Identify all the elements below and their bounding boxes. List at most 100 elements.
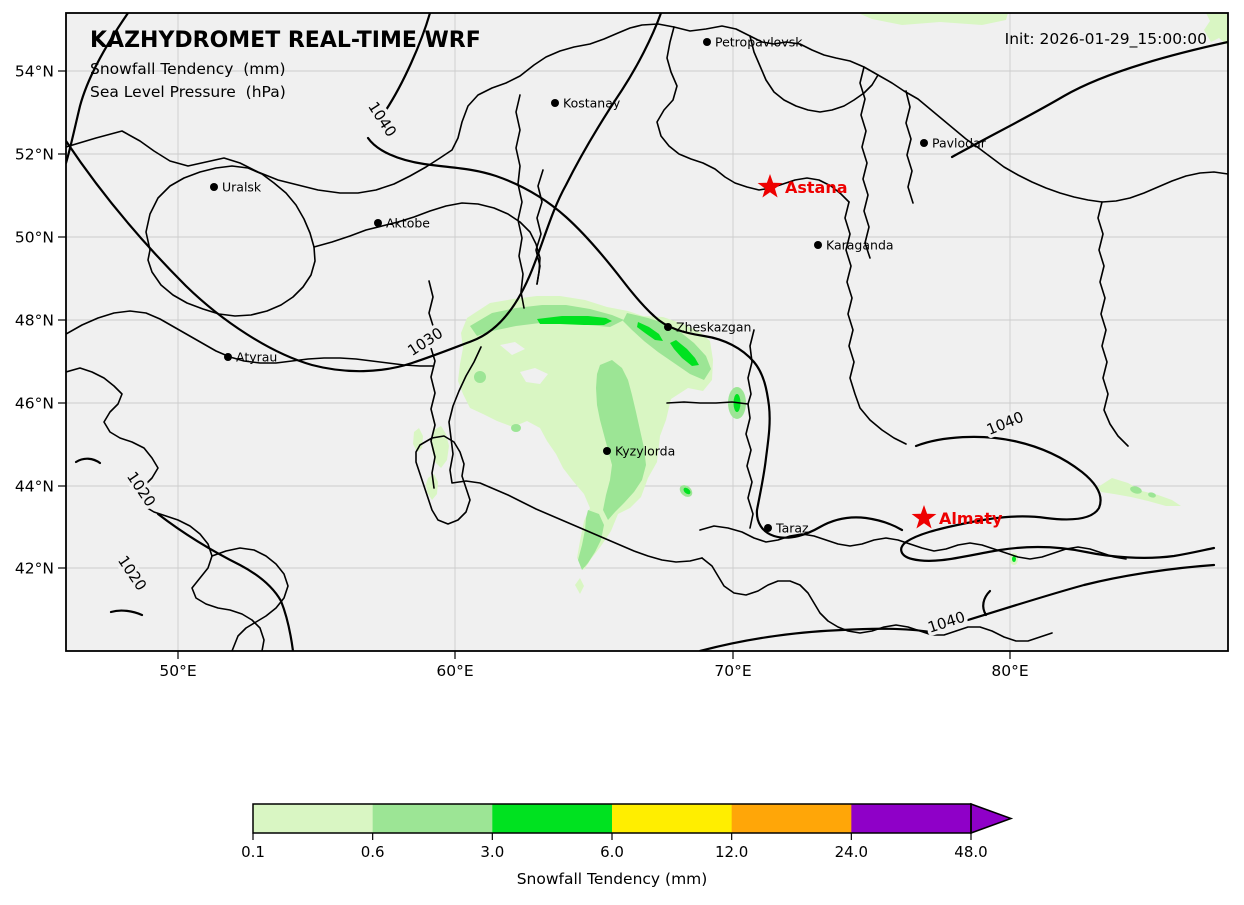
city-dot-icon: [551, 99, 559, 107]
subtitle-snowfall: Snowfall Tendency (mm): [90, 60, 286, 78]
lat-tick-label: 42°N: [15, 560, 54, 578]
snowfall-patch-medium: [1130, 486, 1142, 494]
city-dot-icon: [603, 447, 611, 455]
border-path: [844, 201, 907, 445]
city-dot-icon: [224, 353, 232, 361]
lon-tick-label: 50°E: [159, 662, 196, 680]
colorbar-segment: [492, 804, 613, 833]
pressure-contour-path: [966, 563, 1216, 622]
page-title: KAZHYDROMET REAL-TIME WRF: [90, 28, 481, 53]
snowfall-shading: [413, 13, 1228, 594]
snowfall-patch-light: [858, 13, 1008, 25]
graticule-gridlines: [66, 13, 1228, 651]
city-dot-icon: [814, 241, 822, 249]
lon-tick-label: 70°E: [714, 662, 751, 680]
capital-star-icon: [757, 174, 783, 198]
colorbar-tick-label: 12.0: [715, 843, 748, 861]
pressure-contour-path: [156, 512, 295, 651]
border-path: [749, 35, 879, 113]
colorbar-segment: [612, 804, 733, 833]
pressure-contour-path: [74, 457, 102, 465]
colorbar-label: Snowfall Tendency (mm): [517, 870, 708, 888]
snowfall-patch-bright: [1012, 556, 1016, 562]
capital-star-icon: [911, 505, 937, 529]
lat-tick-label: 52°N: [15, 146, 54, 164]
header-block: KAZHYDROMET REAL-TIME WRF Snowfall Tende…: [90, 28, 1207, 101]
pressure-contour-path: [950, 40, 1228, 159]
init-timestamp: Init: 2026-01-29_15:00:00: [1005, 30, 1207, 49]
snowfall-patch-light: [1204, 13, 1228, 46]
city-dot-icon: [664, 323, 672, 331]
border-path: [535, 169, 544, 285]
pressure-contour-path: [109, 609, 144, 617]
colorbar-tick-label: 0.1: [241, 843, 265, 861]
lon-tick-label: 80°E: [991, 662, 1028, 680]
lon-tick-label: 60°E: [436, 662, 473, 680]
colorbar-segment: [851, 804, 972, 833]
border-path: [211, 547, 289, 651]
city-dot-icon: [764, 524, 772, 532]
city-label: Atyrau: [236, 350, 277, 365]
border-path: [1097, 201, 1129, 447]
map-frame: [65, 12, 1229, 652]
border-path: [745, 403, 754, 529]
snowfall-patch-bright: [637, 322, 663, 341]
colorbar-segment: [372, 804, 493, 833]
city-dot-icon: [210, 183, 218, 191]
city-label: Petropavlovsk: [715, 35, 803, 50]
snowfall-patch-medium: [474, 371, 486, 383]
lat-tick-label: 46°N: [15, 395, 54, 413]
border-path: [515, 94, 525, 309]
border-path: [656, 26, 850, 203]
pressure-contours: [66, 13, 1228, 651]
city-label: Karaganda: [826, 238, 894, 253]
colorbar-tick-label: 0.6: [361, 843, 385, 861]
snowfall-patch-medium: [1148, 492, 1156, 498]
border-path: [66, 367, 265, 651]
city-dot-icon: [920, 139, 928, 147]
lat-tick-label: 48°N: [15, 312, 54, 330]
colorbar-tick-label: 48.0: [954, 843, 987, 861]
pressure-contour-path: [982, 589, 992, 617]
subtitle-pressure: Sea Level Pressure (hPa): [90, 83, 286, 101]
border-path: [701, 557, 1053, 642]
snowfall-patch-medium: [511, 424, 521, 432]
city-label: Uralsk: [222, 180, 262, 195]
colorbar-tick-label: 24.0: [835, 843, 868, 861]
city-label: Taraz: [775, 521, 809, 536]
colorbar-tick-label: 6.0: [600, 843, 624, 861]
border-path: [699, 525, 1127, 560]
city-dot-icon: [703, 38, 711, 46]
capital-city-label: Almaty: [939, 509, 1003, 528]
city-label: Aktobe: [386, 216, 430, 231]
border-path: [66, 310, 434, 367]
lat-tick-label: 50°N: [15, 229, 54, 247]
colorbar-extend-arrow: [970, 802, 1014, 835]
border-path: [313, 202, 541, 285]
border-path: [428, 280, 436, 489]
border-path: [905, 90, 914, 204]
city-dot-icon: [374, 219, 382, 227]
pressure-contour-path: [698, 627, 932, 651]
snowfall-patch-light: [413, 428, 423, 452]
pressure-contour-path: [384, 13, 432, 112]
capital-city-label: Astana: [785, 178, 848, 197]
snowfall-patch-medium: [578, 510, 604, 570]
city-label: Kostanay: [563, 96, 621, 111]
lat-tick-label: 54°N: [15, 63, 54, 81]
colorbar: 0.1 0.6 3.0 6.0 12.0 24.0 48.0: [241, 802, 1014, 861]
border-path: [66, 23, 1228, 203]
border-path: [448, 346, 703, 563]
lat-tick-label: 44°N: [15, 478, 54, 496]
city-markers: Petropavlovsk Kostanay Pavlodar Uralsk Aktob…: [210, 35, 1003, 536]
colorbar-segment: [253, 804, 374, 833]
snowfall-patch-medium: [596, 360, 646, 520]
border-path: [415, 435, 471, 525]
city-label: Zheskazgan: [676, 320, 751, 335]
pressure-contour-path: [66, 13, 663, 373]
snowfall-patch-light: [458, 296, 713, 570]
city-label: Pavlodar: [932, 136, 987, 151]
pressure-contour-path: [900, 435, 1216, 562]
